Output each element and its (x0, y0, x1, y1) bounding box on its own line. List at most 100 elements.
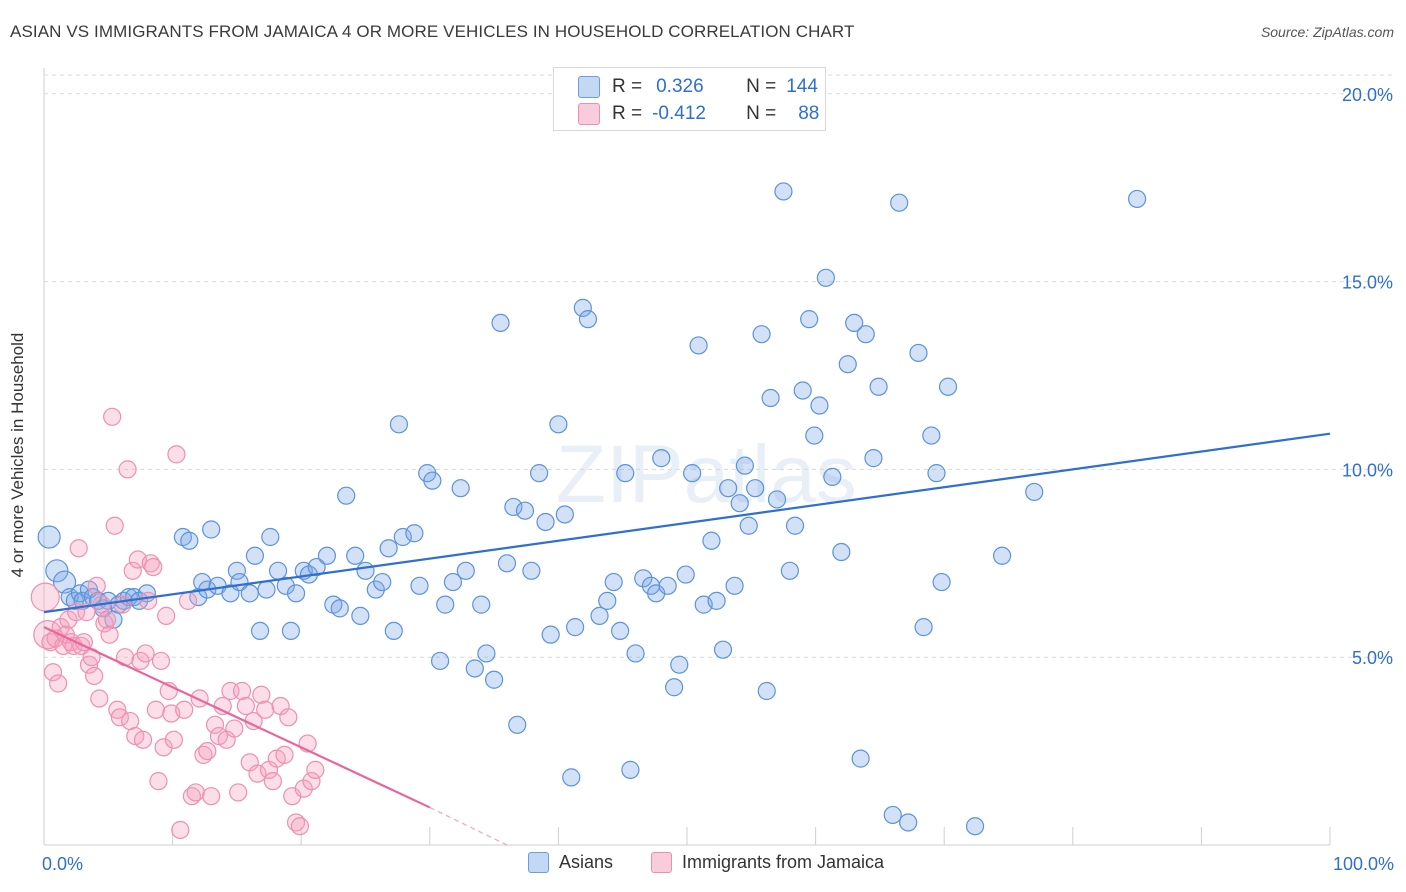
asian-point (856, 325, 875, 344)
asian-point (652, 449, 671, 468)
jamaica-point (198, 741, 217, 761)
asian-point (665, 678, 684, 697)
jamaica-point (69, 539, 88, 558)
legend-item-jamaica[interactable]: Immigrants from Jamaica (651, 852, 884, 873)
jamaica-point (139, 591, 158, 610)
watermark-zip: ZIP (556, 429, 684, 520)
jamaica-point (306, 760, 325, 779)
asian-point (838, 355, 857, 374)
asian-point (683, 464, 702, 483)
jamaica-point (123, 561, 142, 580)
asian-point (676, 565, 695, 584)
asian-point (508, 715, 527, 734)
y-tick-label: 10.0% (1342, 460, 1393, 480)
asian-point (752, 325, 771, 344)
legend-item-asians[interactable]: Asians (528, 852, 613, 873)
asian-point (800, 310, 819, 329)
asian-point (1025, 482, 1044, 502)
asian-point (384, 621, 403, 641)
jamaica-point (205, 715, 225, 734)
asian-point (890, 193, 909, 212)
jamaica-point (90, 689, 109, 708)
legend-n-value: 144 (786, 76, 818, 97)
asian-point (443, 572, 463, 592)
asian-point (713, 640, 733, 659)
asian-point (536, 512, 555, 532)
legend-label-jamaica: Immigrants from Jamaica (682, 852, 885, 872)
asian-point (702, 531, 721, 550)
jamaica-point (229, 783, 248, 802)
asian-point (658, 576, 677, 595)
asian-point (389, 415, 409, 434)
asian-point (281, 621, 301, 641)
jamaica-point (133, 730, 153, 749)
asian-point (604, 572, 623, 592)
asian-point (250, 621, 270, 641)
jamaica-point (290, 817, 310, 836)
asian-point (707, 591, 726, 610)
jamaica-point (236, 696, 256, 716)
legend-swatch-asians (528, 852, 549, 873)
asian-point (530, 464, 549, 483)
jamaica-point (110, 708, 129, 727)
asian-point (337, 486, 356, 505)
jamaica-point (105, 516, 124, 535)
asian-point (938, 377, 958, 396)
asian-point (330, 599, 349, 618)
asian-point (555, 505, 574, 524)
source-label: Source: ZipAtlas.com (1260, 24, 1394, 40)
asian-point (573, 298, 592, 317)
asian-point (851, 749, 870, 768)
asian-point (590, 606, 609, 625)
asian-point (317, 546, 337, 565)
legend-r-label: R = (612, 76, 643, 97)
jamaica-point (167, 445, 186, 464)
asian-point (485, 670, 504, 689)
asian-point (180, 531, 199, 550)
asian-point (356, 561, 375, 580)
jamaica-point (154, 738, 173, 757)
jamaica-point (118, 460, 137, 479)
jamaica-point (302, 772, 321, 791)
asian-point (598, 591, 617, 610)
asian-point (477, 644, 496, 663)
series-legend: Asians Immigrants from Jamaica (0, 852, 1406, 878)
legend-swatch-asians (578, 76, 600, 98)
jamaica-point (30, 582, 60, 612)
jamaica-trend-line (43, 626, 431, 809)
asian-point (227, 561, 246, 580)
jamaica-point (263, 772, 283, 791)
asian-point (992, 546, 1012, 565)
asian-point (261, 527, 280, 547)
asian-point (465, 659, 484, 678)
asian-point (491, 313, 510, 333)
jamaica-point (144, 557, 163, 577)
jamaica-point (202, 787, 221, 806)
jamaica-point (100, 625, 119, 644)
asian-point (423, 471, 442, 490)
asian-point (793, 381, 812, 400)
jamaica-point (186, 783, 205, 802)
jamaica-point (136, 644, 155, 663)
asian-point (456, 561, 475, 580)
chart-title: ASIAN VS IMMIGRANTS FROM JAMAICA 4 OR MO… (10, 22, 855, 41)
asian-point (410, 576, 429, 595)
asian-point (634, 569, 653, 588)
legend-swatch-jamaica (651, 852, 672, 873)
asian-point (805, 426, 824, 445)
jamaica-point (248, 764, 267, 783)
legend-label-asians: Asians (559, 852, 614, 872)
x-tick-label-max: 100.0% (1332, 854, 1394, 874)
asian-point (626, 644, 645, 663)
asian-point (307, 557, 326, 577)
asian-point (719, 479, 738, 498)
jamaica-point (87, 576, 106, 595)
asian-point (405, 524, 424, 543)
asian-point (730, 494, 749, 513)
asian-point (621, 760, 640, 779)
jamaica-point (225, 719, 244, 738)
asian-point (780, 561, 799, 580)
asian-point (883, 805, 902, 825)
asian-point (202, 520, 221, 539)
asian-point (767, 490, 787, 509)
